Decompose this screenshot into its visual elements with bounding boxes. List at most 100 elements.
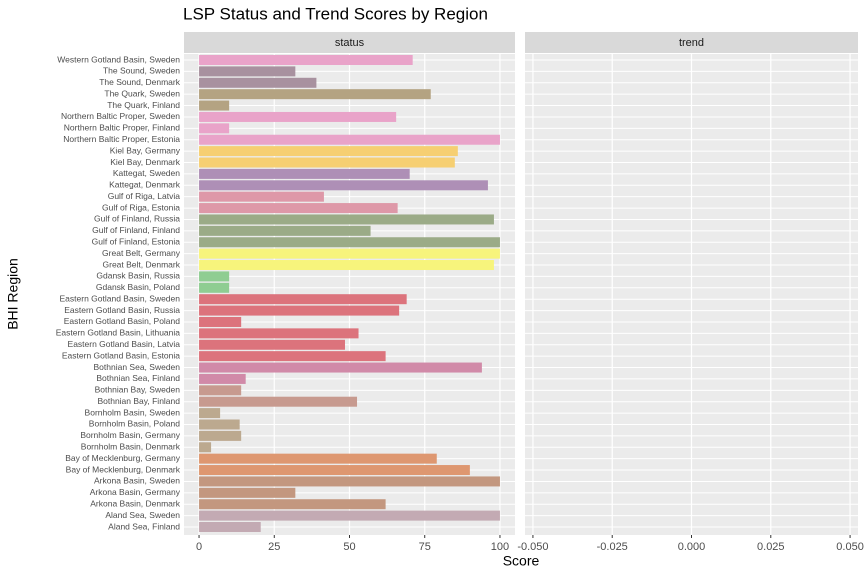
y-tick-label: Northern Baltic Proper, Finland	[64, 123, 180, 133]
y-tick-label: The Sound, Sweden	[103, 66, 180, 76]
x-tick-label: -0.025	[597, 541, 628, 553]
x-axis-label: Score	[503, 553, 540, 569]
y-tick-label: Gulf of Finland, Finland	[92, 225, 180, 235]
bar	[199, 123, 230, 134]
y-tick-label: Eastern Gotland Basin, Russia	[64, 305, 180, 315]
x-tick-label: 0	[196, 541, 202, 553]
y-tick-label: Gulf of Riga, Estonia	[102, 202, 180, 212]
y-tick-label: Bothnian Sea, Sweden	[94, 362, 181, 372]
y-tick-label: Gulf of Finland, Russia	[94, 214, 180, 224]
bar	[199, 487, 296, 498]
bar	[199, 271, 230, 282]
bar	[199, 373, 246, 384]
facet-strip	[525, 32, 858, 53]
x-tick-label: 100	[491, 541, 509, 553]
y-tick-label: Kattegat, Sweden	[113, 168, 180, 178]
y-tick-label: Western Gotland Basin, Sweden	[57, 54, 180, 64]
y-tick-label: Bothnian Bay, Finland	[97, 396, 180, 406]
y-tick-label: Bornholm Basin, Poland	[89, 419, 180, 429]
y-tick-label: Arkona Basin, Sweden	[94, 476, 180, 486]
x-tick-label: 75	[419, 541, 431, 553]
bar	[199, 89, 431, 100]
y-tick-label: Kattegat, Denmark	[109, 180, 181, 190]
y-tick-label: Gulf of Riga, Latvia	[108, 191, 181, 201]
bar	[199, 408, 221, 419]
facet-label: trend	[679, 37, 704, 49]
bar	[199, 225, 371, 236]
bar	[199, 316, 242, 327]
bar	[199, 111, 397, 122]
bar	[199, 294, 407, 305]
bar	[199, 362, 482, 373]
bar	[199, 66, 296, 77]
y-tick-label: Kiel Bay, Denmark	[110, 157, 181, 167]
y-tick-label: Bornholm Basin, Sweden	[85, 407, 181, 417]
bar	[199, 328, 359, 339]
bar	[199, 476, 500, 487]
bar	[199, 55, 413, 65]
bar	[199, 442, 212, 453]
facet-strip	[184, 32, 515, 53]
bar	[199, 168, 410, 179]
bar	[199, 430, 242, 441]
x-tick-label: 25	[268, 541, 280, 553]
y-tick-label: Eastern Gotland Basin, Poland	[64, 316, 181, 326]
y-tick-label: Eastern Gotland Basin, Lithuania	[56, 328, 181, 338]
bar	[199, 465, 470, 476]
y-tick-label: Arkona Basin, Germany	[90, 487, 181, 497]
y-tick-label: Bay of Mecklenburg, Denmark	[66, 464, 181, 474]
chart-title: LSP Status and Trend Scores by Region	[183, 4, 488, 23]
y-tick-label: Bothnian Sea, Finland	[96, 373, 180, 383]
y-tick-label: Aland Sea, Finland	[108, 521, 180, 531]
y-tick-label: Great Belt, Germany	[102, 248, 181, 258]
bar	[199, 248, 500, 259]
bar	[199, 157, 455, 168]
y-tick-label: Kiel Bay, Germany	[110, 145, 181, 155]
y-tick-label: Bothnian Bay, Sweden	[95, 385, 181, 395]
bar	[199, 203, 398, 214]
y-tick-label: The Quark, Finland	[107, 100, 180, 110]
y-tick-label: Northern Baltic Proper, Estonia	[63, 134, 180, 144]
bar	[199, 522, 261, 532]
y-tick-label: Northern Baltic Proper, Sweden	[61, 111, 180, 121]
bar	[199, 237, 500, 248]
y-tick-label: Gulf of Finland, Estonia	[92, 236, 181, 246]
y-tick-label: Great Belt, Denmark	[103, 259, 181, 269]
x-tick-label: 0.025	[757, 541, 785, 553]
y-tick-label: Bornholm Basin, Germany	[80, 430, 180, 440]
bar	[199, 396, 358, 407]
bar	[199, 419, 240, 430]
y-tick-label: The Sound, Denmark	[99, 77, 181, 87]
bar	[199, 191, 324, 202]
bar	[199, 260, 494, 271]
y-tick-label: Gdansk Basin, Poland	[96, 282, 180, 292]
bar	[199, 339, 345, 350]
bar	[199, 385, 242, 396]
facet-label: status	[335, 37, 365, 49]
x-tick-label: 0.000	[678, 541, 706, 553]
y-axis-label: BHI Region	[5, 258, 21, 330]
x-tick-label: 0.050	[836, 541, 864, 553]
bar	[199, 134, 500, 145]
bar	[199, 180, 488, 191]
bar	[199, 146, 458, 157]
y-tick-label: Arkona Basin, Denmark	[90, 498, 181, 508]
y-tick-label: Eastern Gotland Basin, Sweden	[60, 293, 181, 303]
bar	[199, 351, 386, 362]
y-tick-label: Bornholm Basin, Denmark	[81, 442, 181, 452]
y-tick-label: Eastern Gotland Basin, Estonia	[62, 350, 180, 360]
bar	[199, 214, 494, 225]
bar	[199, 305, 400, 316]
bar	[199, 499, 386, 510]
y-tick-label: Aland Sea, Sweden	[105, 510, 180, 520]
y-tick-label: Eastern Gotland Basin, Latvia	[68, 339, 181, 349]
bar	[199, 282, 230, 293]
y-tick-label: Bay of Mecklenburg, Germany	[65, 453, 181, 463]
y-tick-label: Gdansk Basin, Russia	[96, 271, 180, 281]
y-tick-label: The Quark, Sweden	[104, 88, 180, 98]
bar	[199, 510, 500, 521]
x-tick-label: 50	[343, 541, 355, 553]
bar	[199, 453, 437, 464]
bar	[199, 77, 317, 88]
